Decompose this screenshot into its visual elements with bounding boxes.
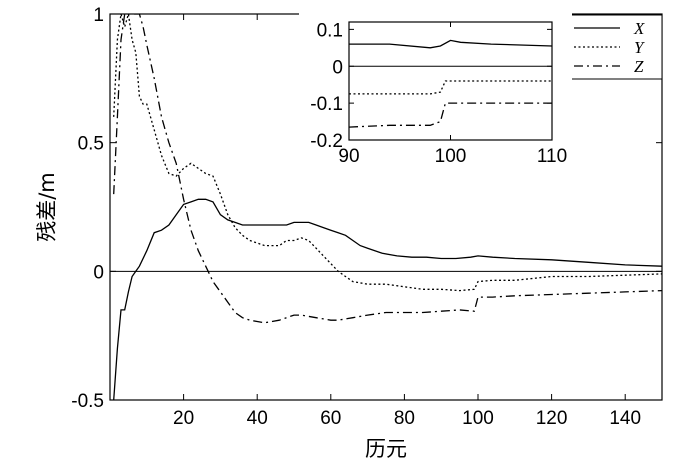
x-axis-title: 历元: [365, 437, 407, 461]
y-tick-label: -0.5: [71, 391, 104, 412]
x-tick-label: 40: [247, 408, 268, 429]
x-tick-label: 140: [609, 408, 641, 429]
x-tick-label: 120: [536, 408, 568, 429]
inset-plot: 90 100 110 0.1 0 -0.1 -0.2: [299, 12, 572, 170]
inset-y-tick-label: -0.2: [310, 131, 343, 152]
x-tick-label: 20: [173, 408, 194, 429]
inset-series-line-x: [349, 39, 552, 49]
y-tick-label: 0.5: [78, 134, 104, 155]
y-axis-title: 残差/m: [35, 172, 59, 242]
y-tick-label: 1: [93, 5, 104, 26]
legend: XYZ: [567, 14, 663, 80]
series-line-z: [113, 14, 662, 324]
main-plot: 20 40 60 80 100 120 140 -0.5 0 0.5 1 历元 残差/m: [35, 5, 663, 461]
x-tick-label: 80: [394, 408, 415, 429]
inset-series-line-z: [349, 102, 552, 128]
series-line-y: [113, 14, 662, 292]
x-tick-label: 100: [462, 408, 494, 429]
inset-y-tick-label: -0.1: [310, 94, 343, 115]
inset-x-tick-label: 90: [338, 146, 359, 167]
legend-label-y: Y: [634, 38, 645, 57]
inset-y-tick-label: 0.1: [317, 20, 343, 41]
legend-label-z: Z: [634, 57, 644, 76]
x-tick-label: 60: [320, 408, 341, 429]
inset-x-tick-label: 100: [435, 146, 467, 167]
inset-x-tick-label: 110: [537, 146, 567, 167]
inset-background: [299, 12, 572, 170]
series-line-x: [113, 198, 662, 400]
y-tick-label: 0: [93, 262, 104, 283]
inset-y-tick-label: 0: [332, 57, 343, 78]
legend-label-x: X: [633, 19, 645, 38]
